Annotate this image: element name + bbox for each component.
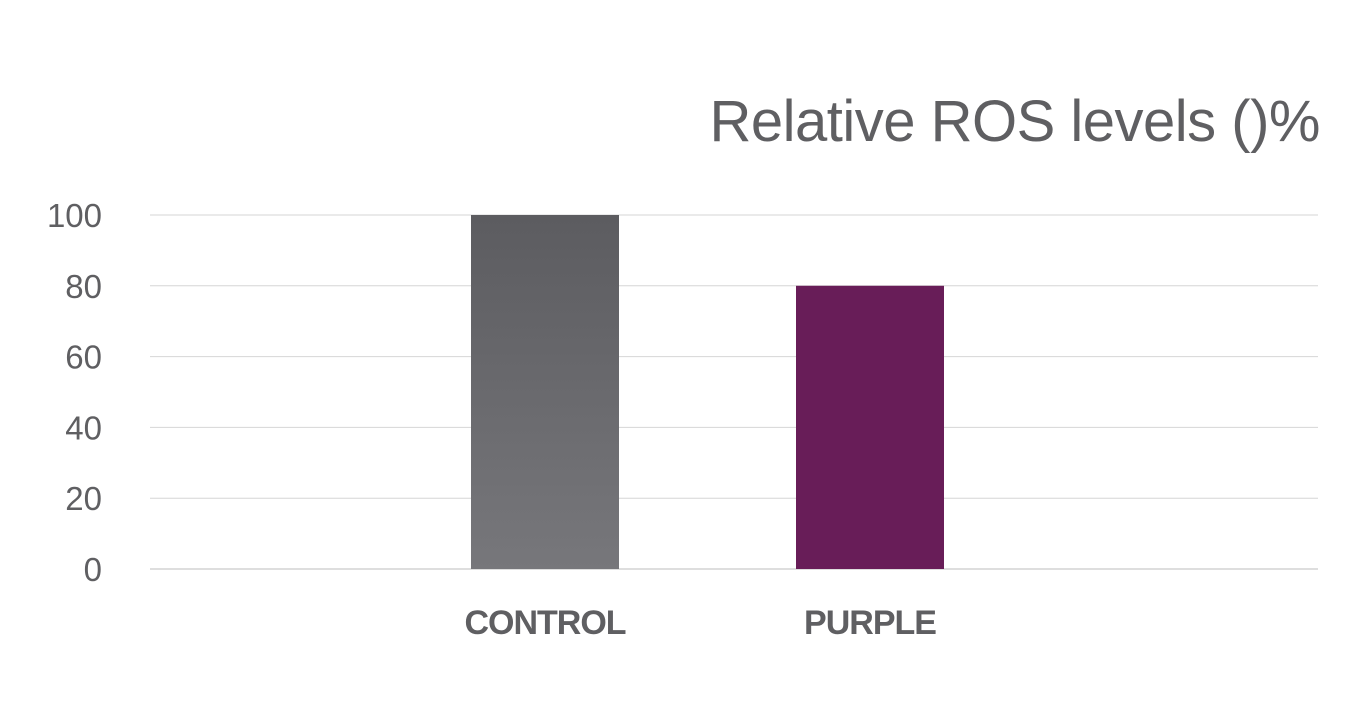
x-axis-tick-labels: CONTROL PURPLE xyxy=(464,604,937,642)
y-tick-label: 100 xyxy=(47,197,102,234)
chart-title: Relative ROS levels ()% xyxy=(709,89,1320,154)
y-tick-label: 20 xyxy=(65,480,102,517)
gridlines xyxy=(150,214,1318,570)
y-tick-label: 0 xyxy=(84,551,102,588)
y-axis-tick-labels: 0 20 40 60 80 100 xyxy=(47,197,102,588)
bar-control xyxy=(471,215,619,569)
x-tick-label-control: CONTROL xyxy=(464,604,625,642)
y-tick-label: 40 xyxy=(65,409,102,446)
x-tick-label-purple: PURPLE xyxy=(804,604,936,642)
bars xyxy=(471,215,944,569)
bar-purple xyxy=(796,285,944,569)
y-tick-label: 80 xyxy=(65,268,102,305)
y-tick-label: 60 xyxy=(65,339,102,376)
